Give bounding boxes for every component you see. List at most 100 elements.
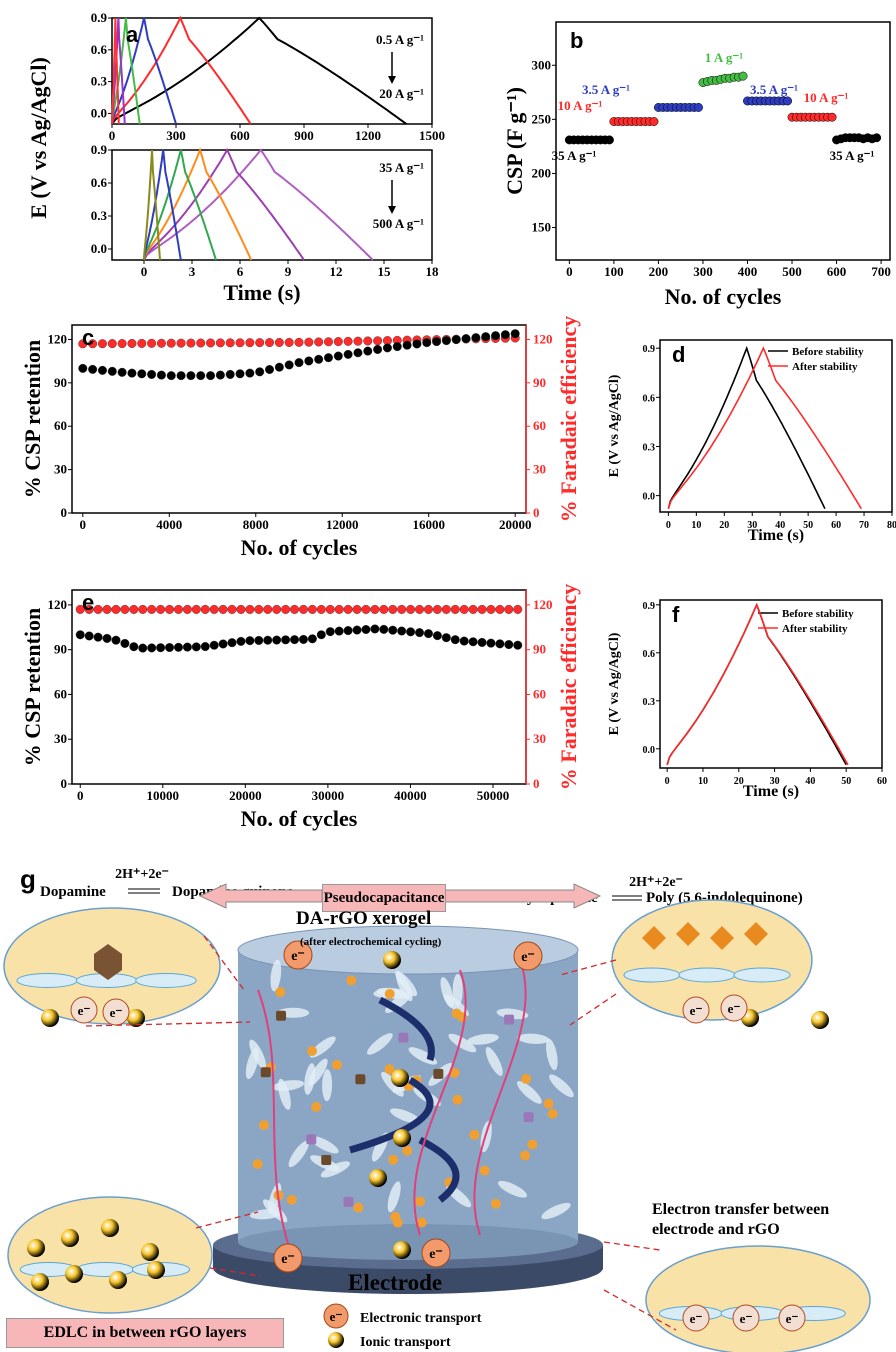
rgo-sheet xyxy=(408,1047,438,1065)
inset-electron-symbol: e⁻ xyxy=(728,1001,741,1016)
y-tick-label: 90 xyxy=(533,642,546,657)
panel-c-efficiency-point xyxy=(323,337,333,347)
panel-a-annotation-bottom: 20 A g⁻¹ xyxy=(379,86,424,101)
rgo-sheet xyxy=(389,1108,421,1124)
panel-e-letter: e xyxy=(82,590,94,615)
panel-c-ylabel: % CSP retention xyxy=(20,340,45,498)
panel-b-group-label: 3.5 A g⁻¹ xyxy=(582,82,630,97)
panel-c-retention-point xyxy=(215,370,225,380)
y-tick-label: 90 xyxy=(533,375,546,390)
panel-c-retention-point xyxy=(451,335,461,345)
x-tick-label: 15 xyxy=(378,264,392,279)
quinone-unit xyxy=(543,1098,554,1109)
panel-e-retention-point xyxy=(209,640,219,650)
electron-path xyxy=(473,959,527,1236)
panel-b-group-label: 1 A g⁻¹ xyxy=(705,50,743,65)
y-tick-label: 0.0 xyxy=(91,105,107,120)
panel-c-efficiency-point xyxy=(88,339,98,349)
panel-c-retention-point xyxy=(373,344,383,354)
inset-electron xyxy=(682,1304,710,1332)
quinone-unit xyxy=(331,1059,342,1070)
panel-e-retention-point xyxy=(495,639,505,649)
quinone-unit xyxy=(286,1194,297,1205)
x-tick-label: 0 xyxy=(77,788,84,803)
panel-c-retention-point xyxy=(225,369,235,379)
panel-e-efficiency-point xyxy=(165,604,175,614)
panel-a-series-1-4 xyxy=(111,17,141,125)
panel-e-retention-point xyxy=(477,637,487,647)
rgo-sheet xyxy=(517,1033,550,1044)
panel-c-retention-point xyxy=(196,371,206,381)
panel-e-frame xyxy=(71,589,527,785)
x-tick-label: 700 xyxy=(871,264,891,279)
panel-c-retention-point xyxy=(137,369,147,379)
rgo-sheet xyxy=(288,1140,310,1168)
rgo-sheet xyxy=(309,1135,339,1154)
panel-e-retention-point xyxy=(200,642,210,652)
panel-c-efficiency-point xyxy=(333,337,343,347)
panel-c-retention-point xyxy=(107,366,117,376)
x-tick-label: 3 xyxy=(189,264,196,279)
panel-c-retention-point xyxy=(235,369,245,379)
quinone-unit xyxy=(452,1094,463,1105)
quinone-unit xyxy=(384,1064,395,1075)
panel-c-efficiency-point xyxy=(215,338,225,348)
y-tick-label: 60 xyxy=(533,686,546,701)
panel-c-efficiency-point xyxy=(343,336,353,346)
x-tick-label: 4000 xyxy=(156,517,182,532)
panel-e-efficiency-point xyxy=(272,604,282,614)
inset-ion xyxy=(147,1261,165,1279)
inset-electron xyxy=(70,996,98,1024)
panel-c-retention-point xyxy=(166,371,176,381)
panel-e-efficiency-point xyxy=(343,604,353,614)
quinone-unit xyxy=(402,1145,413,1156)
panel-a-arrowhead xyxy=(388,206,396,214)
panel-a-series-2-3 xyxy=(143,147,253,261)
panel-b-group-label: 10 A g⁻¹ xyxy=(558,98,603,113)
quinone-unit xyxy=(392,1217,403,1228)
panel-e-efficiency-point xyxy=(147,604,157,614)
rgo-sheet xyxy=(308,1058,328,1087)
panel-e-efficiency-point xyxy=(254,604,264,614)
panel-e-retention-point xyxy=(298,634,308,644)
panel-e-retention-point xyxy=(156,643,166,653)
xerogel-cylinder-bottom xyxy=(238,1224,578,1260)
x-tick-label: 0 xyxy=(109,128,116,143)
rgo-sheet xyxy=(541,1202,571,1220)
inset-rgo-sheet xyxy=(733,967,791,983)
x-tick-label: 30000 xyxy=(312,788,345,803)
electron-transfer-label: Electron transfer between electrode and … xyxy=(652,1201,830,1238)
panel-c-efficiency-point xyxy=(156,338,166,348)
panel-c-efficiency-point xyxy=(196,338,206,348)
panel-e-ylabel-right: % Faradaic efficiency xyxy=(556,584,581,791)
y-tick-label: 120 xyxy=(533,597,553,612)
panel-a-series-2-2 xyxy=(143,147,305,261)
panel-d-frame xyxy=(659,339,893,513)
x-tick-label: 18 xyxy=(426,264,440,279)
x-tick-label: 60 xyxy=(831,520,841,531)
panel-c-retention-point xyxy=(274,362,284,372)
x-tick-label: 10 xyxy=(691,520,701,531)
transport-arrow xyxy=(378,996,435,1062)
inset-ion xyxy=(101,1219,119,1237)
panel-b-point xyxy=(694,103,703,112)
panel-c-retention-point xyxy=(382,343,392,353)
panel-e-efficiency-point xyxy=(468,604,478,614)
electron-sphere xyxy=(513,941,543,971)
dopamine-unit xyxy=(260,1067,271,1078)
inset-ion xyxy=(27,1239,45,1257)
panel-e-retention-point xyxy=(423,629,433,639)
dopamine-unit xyxy=(398,1032,409,1043)
panel-c-retention-point xyxy=(422,338,432,348)
panel-e-retention-point xyxy=(84,631,94,641)
dopamine-molecule xyxy=(94,944,122,980)
panel-e-efficiency-point xyxy=(415,604,425,614)
x-tick-label: 600 xyxy=(827,264,847,279)
panel-a-series-2-4 xyxy=(143,149,217,261)
panel-e-efficiency-point xyxy=(432,604,442,614)
panel-e-retention-point xyxy=(218,639,228,649)
x-tick-label: 60 xyxy=(877,776,887,787)
panel-c-retention-point xyxy=(363,346,373,356)
x-tick-label: 10 xyxy=(698,776,708,787)
panel-c-retention-point xyxy=(127,368,137,378)
